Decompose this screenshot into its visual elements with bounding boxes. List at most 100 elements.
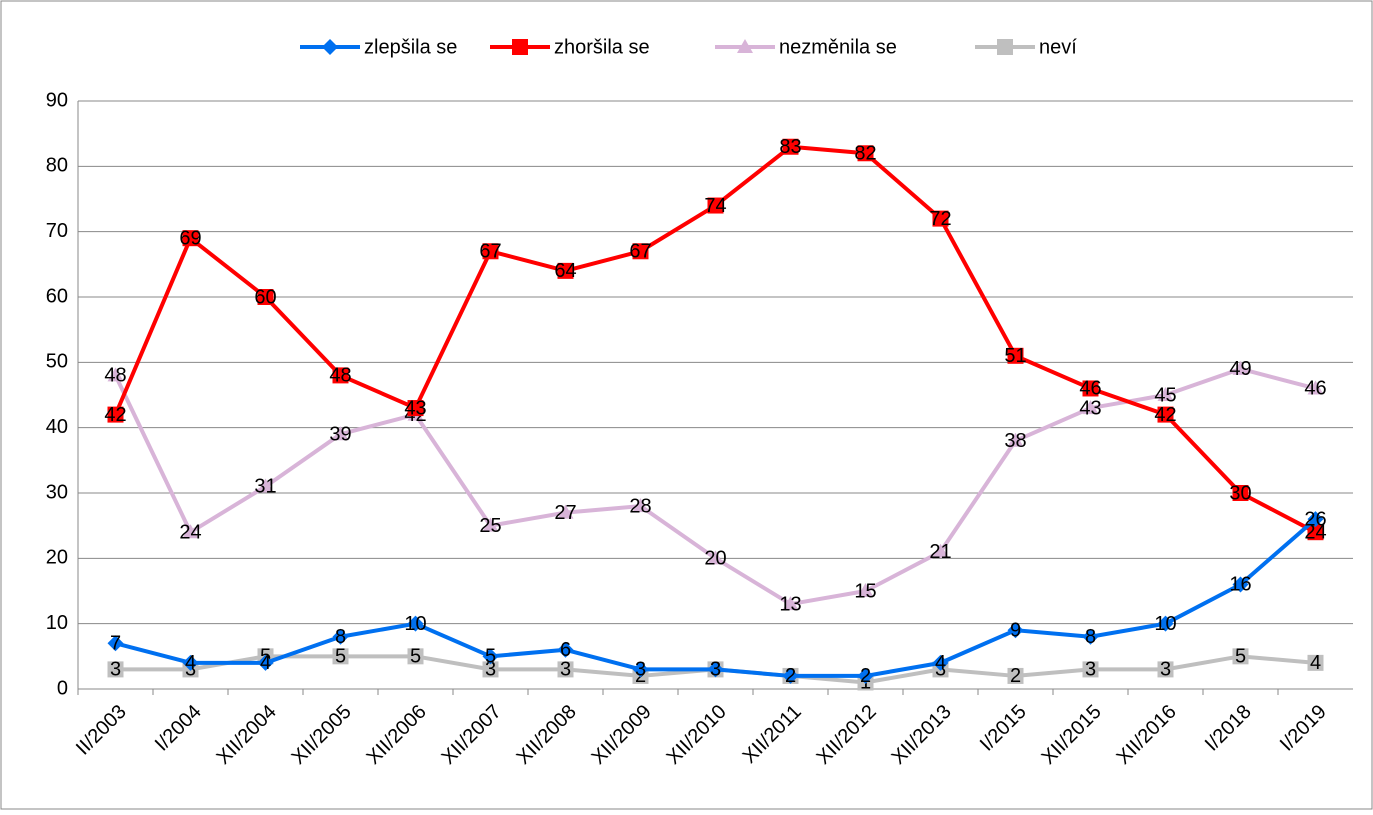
marker bbox=[1007, 622, 1024, 639]
data-label: 21 bbox=[929, 541, 951, 563]
marker bbox=[512, 39, 528, 55]
data-label: 5 bbox=[335, 646, 346, 668]
data-label: 8 bbox=[1085, 626, 1096, 648]
legend-label: neví bbox=[1039, 36, 1077, 58]
y-tick-label: 10 bbox=[46, 612, 68, 634]
y-tick-label: 90 bbox=[46, 89, 68, 111]
marker bbox=[1082, 661, 1099, 678]
marker bbox=[1232, 648, 1249, 665]
marker bbox=[107, 406, 124, 423]
data-label: 74 bbox=[704, 195, 726, 217]
data-label: 20 bbox=[704, 548, 726, 570]
marker bbox=[707, 661, 724, 678]
data-label: 46 bbox=[1304, 378, 1326, 400]
data-label: 15 bbox=[854, 580, 876, 602]
data-label: 43 bbox=[1079, 397, 1101, 419]
data-label: 5 bbox=[1235, 646, 1246, 668]
data-label: 51 bbox=[1004, 345, 1026, 367]
y-tick-label: 0 bbox=[57, 677, 68, 699]
data-label: 67 bbox=[479, 241, 501, 263]
data-label: 42 bbox=[104, 404, 126, 426]
data-label: 3 bbox=[1085, 659, 1096, 681]
marker bbox=[482, 648, 499, 665]
marker bbox=[1307, 524, 1324, 541]
marker bbox=[857, 583, 874, 597]
data-label: 4 bbox=[185, 652, 196, 674]
marker bbox=[107, 367, 124, 382]
data-label: 3 bbox=[1160, 659, 1171, 681]
legend-label: zlepšila se bbox=[364, 36, 457, 58]
marker bbox=[997, 39, 1013, 55]
marker bbox=[407, 615, 424, 632]
data-label: 16 bbox=[1229, 574, 1251, 596]
marker bbox=[1157, 387, 1174, 401]
data-label: 60 bbox=[254, 286, 276, 308]
marker bbox=[1082, 400, 1099, 415]
legend-label: nezměnila se bbox=[779, 36, 897, 58]
marker bbox=[557, 641, 574, 658]
data-label: 4 bbox=[260, 652, 271, 674]
y-tick-label: 30 bbox=[46, 481, 68, 503]
marker bbox=[1307, 654, 1324, 671]
data-label: 4 bbox=[935, 652, 946, 674]
data-label: 83 bbox=[779, 136, 801, 158]
y-tick-label: 20 bbox=[46, 547, 68, 569]
data-label: 48 bbox=[104, 365, 126, 387]
marker bbox=[482, 243, 499, 260]
marker bbox=[932, 543, 949, 558]
data-label: 3 bbox=[635, 659, 646, 681]
marker bbox=[782, 596, 799, 611]
marker bbox=[182, 524, 199, 539]
data-label: 64 bbox=[554, 260, 576, 282]
data-label: 5 bbox=[485, 646, 496, 668]
y-tick-label: 70 bbox=[46, 220, 68, 242]
marker bbox=[557, 262, 574, 279]
marker bbox=[332, 648, 349, 665]
data-label: 82 bbox=[854, 143, 876, 165]
data-label: 24 bbox=[179, 521, 201, 543]
data-label: 46 bbox=[1079, 378, 1101, 400]
marker bbox=[107, 661, 124, 678]
y-tick-label: 50 bbox=[46, 351, 68, 373]
marker bbox=[407, 400, 424, 417]
marker bbox=[257, 289, 274, 305]
y-tick-label: 60 bbox=[46, 285, 68, 307]
marker bbox=[257, 478, 274, 493]
marker bbox=[557, 504, 574, 519]
data-label: 28 bbox=[629, 495, 651, 517]
data-label: 38 bbox=[1004, 430, 1026, 452]
marker bbox=[1307, 511, 1324, 528]
marker bbox=[737, 39, 753, 53]
marker bbox=[1232, 485, 1249, 501]
data-label: 45 bbox=[1154, 384, 1176, 406]
marker bbox=[782, 667, 799, 684]
marker bbox=[857, 145, 874, 162]
data-label: 39 bbox=[329, 423, 351, 445]
marker bbox=[782, 138, 799, 155]
marker bbox=[1082, 628, 1099, 645]
data-label: 5 bbox=[410, 646, 421, 668]
marker bbox=[482, 661, 499, 678]
marker bbox=[332, 426, 349, 441]
marker bbox=[632, 498, 649, 513]
marker bbox=[1232, 360, 1249, 375]
marker bbox=[107, 635, 124, 652]
data-label: 69 bbox=[179, 227, 201, 249]
marker bbox=[332, 628, 349, 645]
data-label: 6 bbox=[560, 639, 571, 661]
marker bbox=[257, 654, 274, 671]
data-label: 4 bbox=[1310, 652, 1321, 674]
marker bbox=[707, 197, 724, 214]
marker bbox=[632, 243, 649, 260]
marker bbox=[1232, 576, 1249, 593]
data-label: 67 bbox=[629, 241, 651, 263]
data-label: 9 bbox=[1010, 619, 1021, 641]
data-label: 2 bbox=[1010, 665, 1021, 687]
marker bbox=[182, 654, 199, 671]
data-label: 31 bbox=[254, 476, 276, 498]
data-label: 25 bbox=[479, 515, 501, 537]
marker bbox=[1157, 661, 1174, 678]
data-label: 43 bbox=[404, 397, 426, 419]
marker bbox=[332, 367, 349, 384]
data-label: 3 bbox=[710, 659, 721, 681]
